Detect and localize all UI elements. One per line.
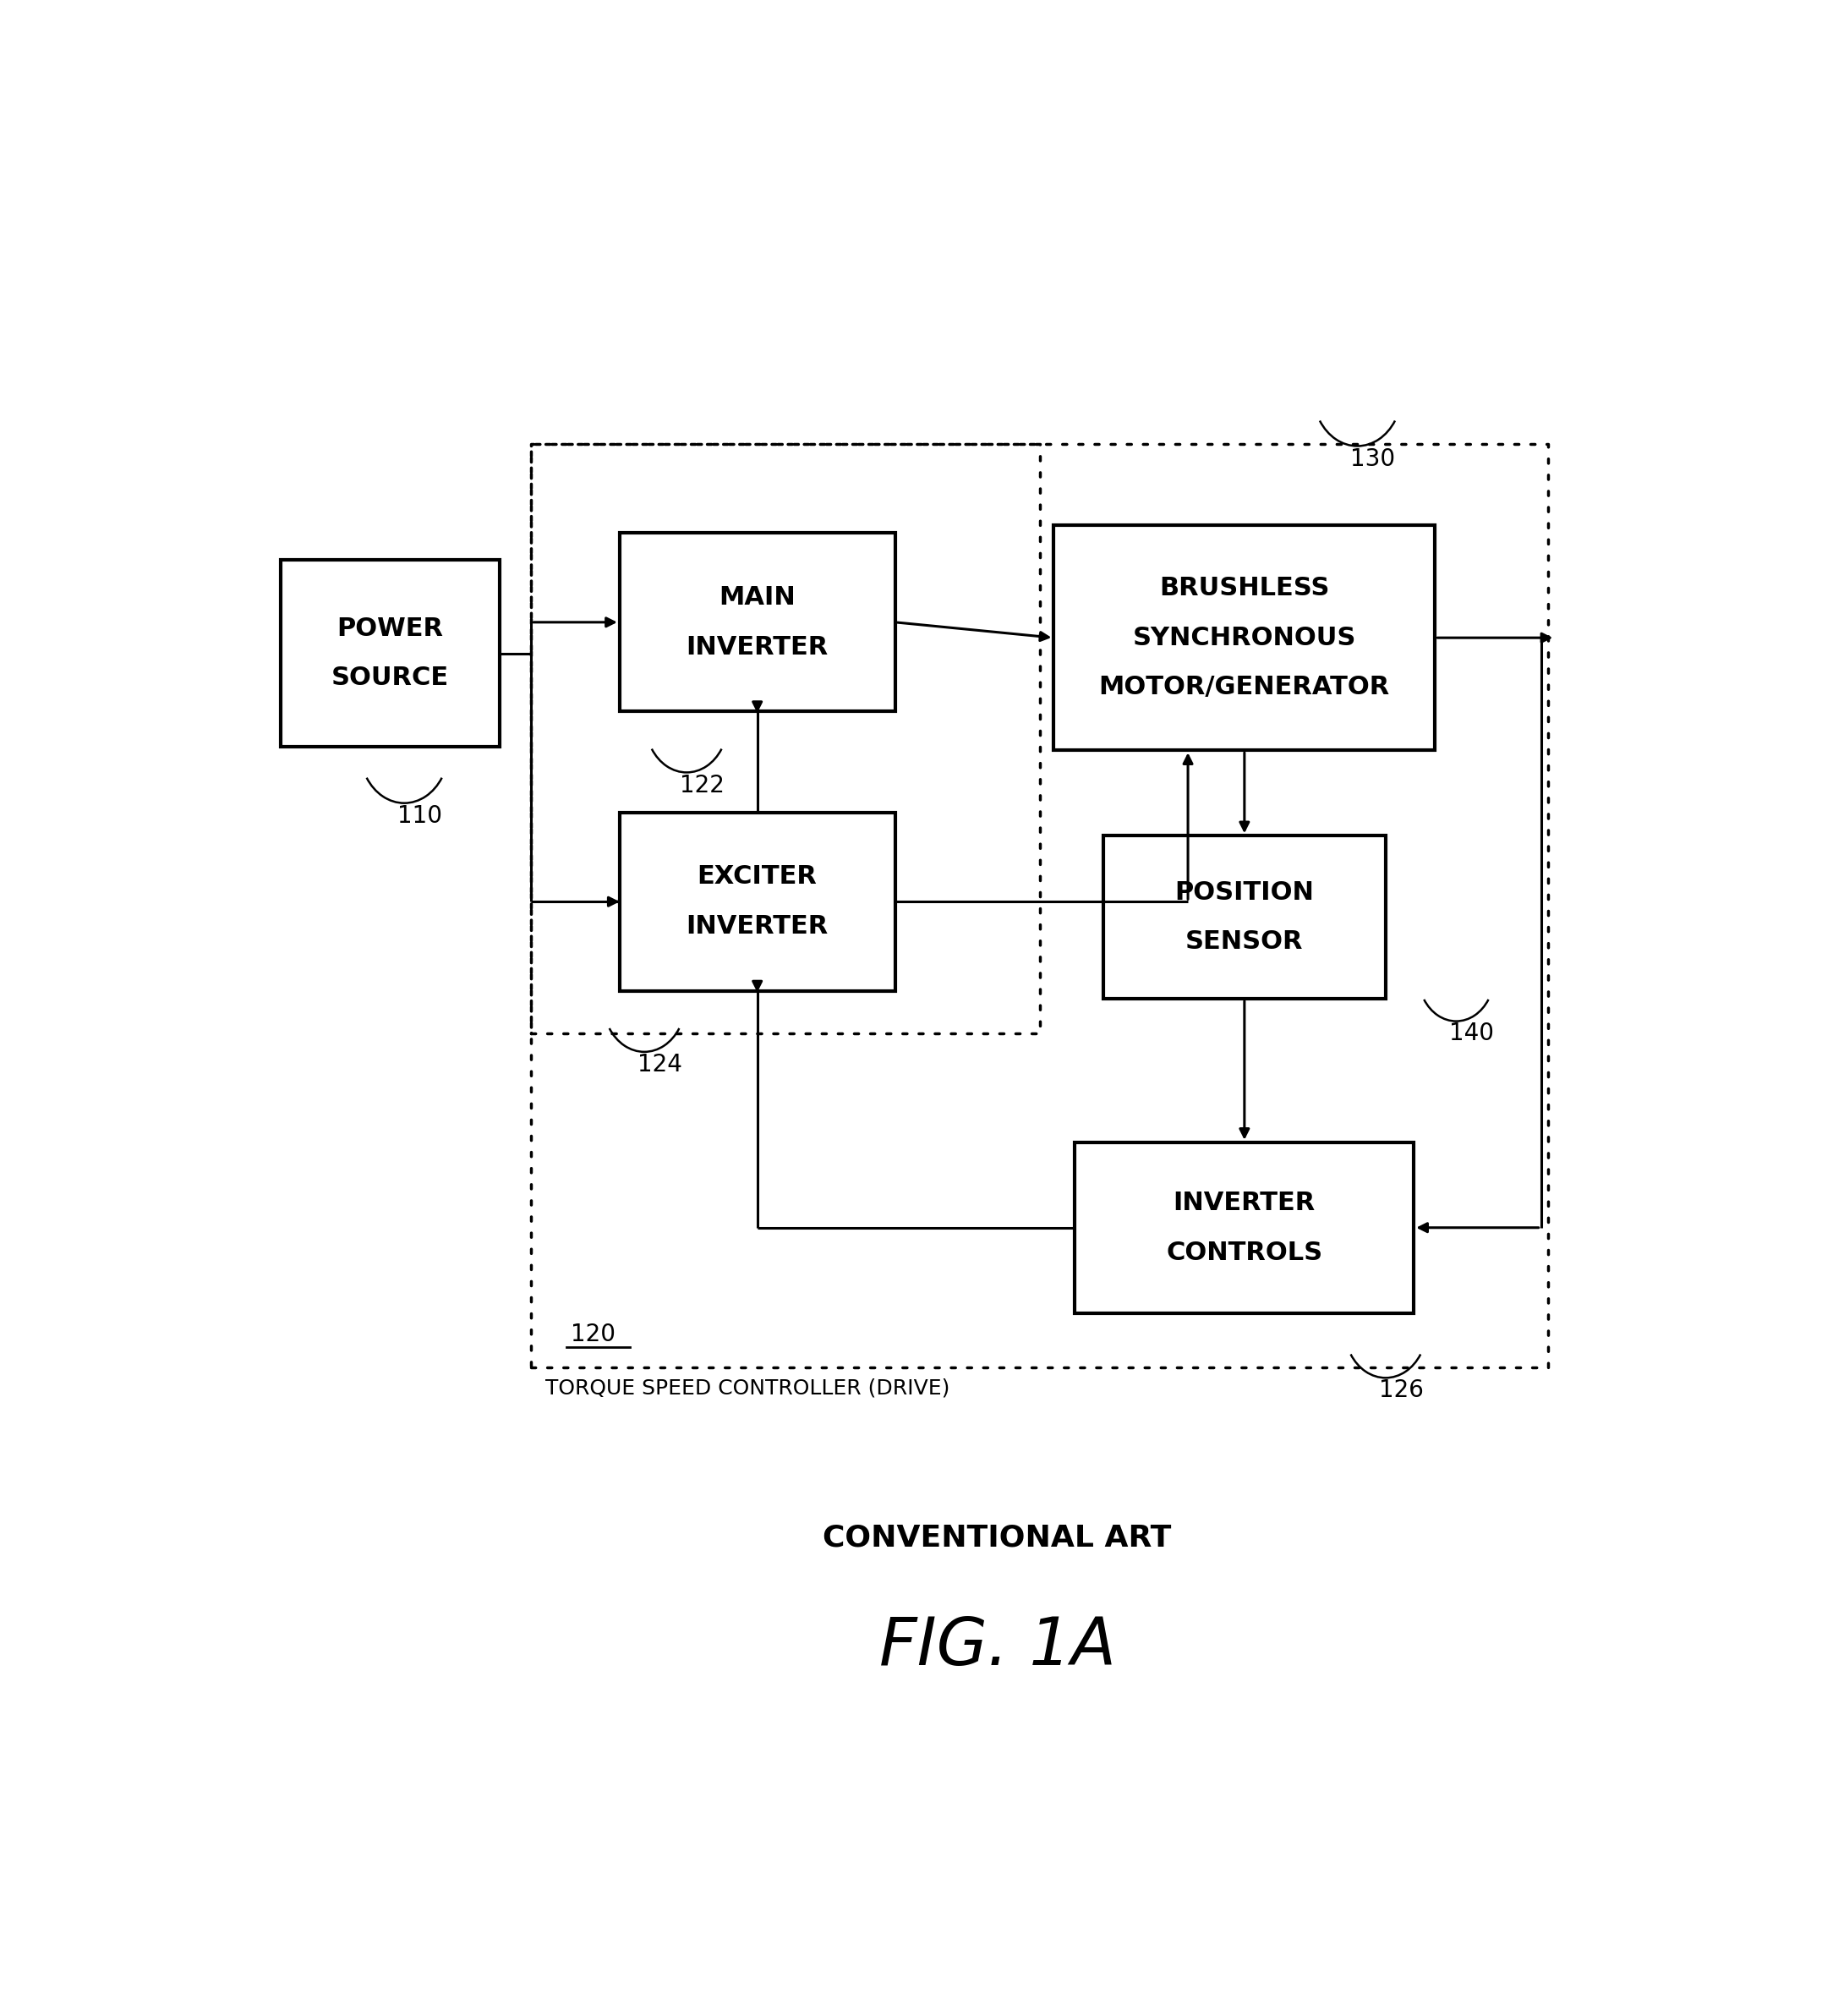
- Text: BRUSHLESS: BRUSHLESS: [1159, 577, 1330, 601]
- Text: INVERTER: INVERTER: [687, 635, 829, 659]
- Text: 126: 126: [1379, 1379, 1423, 1403]
- Text: 120: 120: [570, 1322, 616, 1347]
- Text: CONTROLS: CONTROLS: [1166, 1240, 1323, 1264]
- Text: EXCITER: EXCITER: [698, 865, 818, 889]
- Bar: [619, 812, 895, 992]
- Text: 130: 130: [1350, 448, 1396, 472]
- Bar: [532, 444, 1040, 1034]
- Text: POWER: POWER: [337, 617, 443, 641]
- Bar: [1075, 1143, 1414, 1312]
- Bar: [281, 560, 499, 746]
- Text: MAIN: MAIN: [720, 585, 796, 609]
- Text: FIG. 1A: FIG. 1A: [878, 1615, 1115, 1679]
- Text: POSITION: POSITION: [1175, 881, 1314, 905]
- Text: 110: 110: [397, 804, 443, 829]
- Text: SENSOR: SENSOR: [1186, 929, 1303, 954]
- Text: CONVENTIONAL ART: CONVENTIONAL ART: [824, 1524, 1172, 1552]
- Text: INVERTER: INVERTER: [687, 913, 829, 939]
- Text: 124: 124: [638, 1052, 681, 1077]
- Text: TORQUE SPEED CONTROLLER (DRIVE): TORQUE SPEED CONTROLLER (DRIVE): [545, 1379, 949, 1399]
- Text: SYNCHRONOUS: SYNCHRONOUS: [1133, 625, 1356, 649]
- Text: 140: 140: [1448, 1022, 1494, 1046]
- Bar: [619, 532, 895, 712]
- Text: INVERTER: INVERTER: [1173, 1191, 1315, 1216]
- Bar: [1053, 526, 1436, 750]
- Bar: [1104, 837, 1387, 998]
- Bar: [532, 444, 1549, 1367]
- Text: MOTOR/GENERATOR: MOTOR/GENERATOR: [1099, 675, 1390, 700]
- Text: SOURCE: SOURCE: [332, 665, 448, 689]
- Text: 122: 122: [680, 774, 725, 796]
